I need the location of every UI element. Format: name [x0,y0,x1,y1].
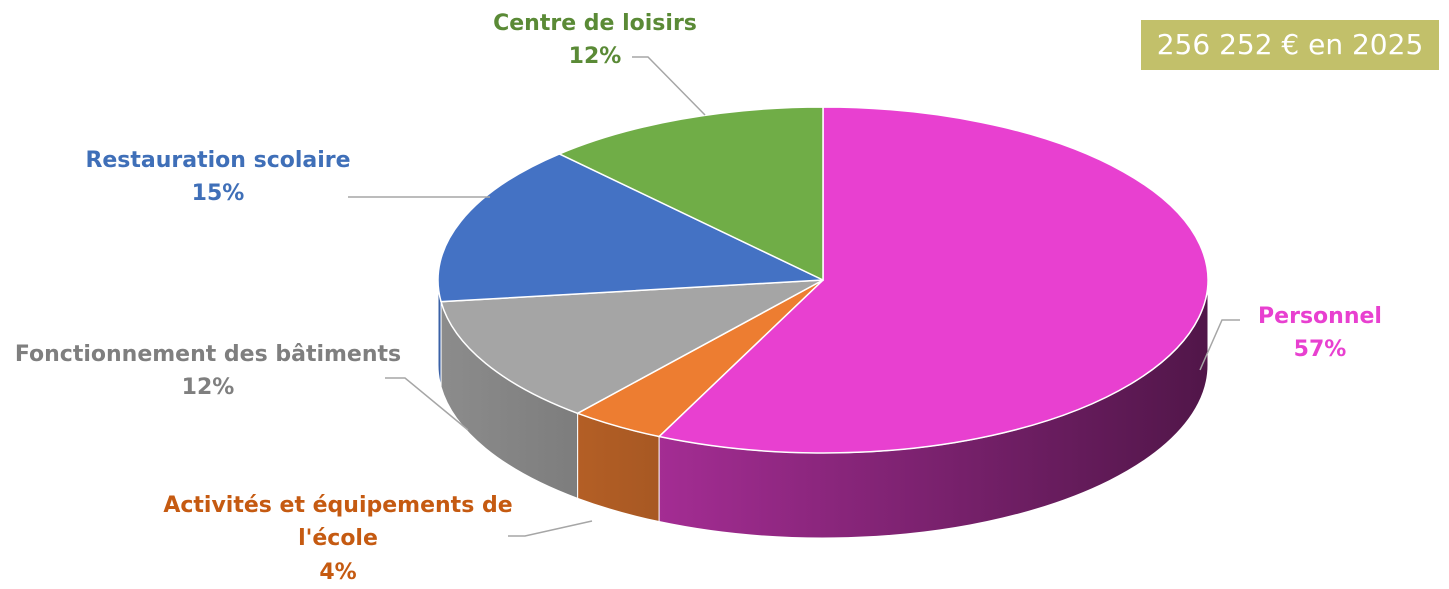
pie-slice [657,106,1209,454]
category-label: Personnel [1258,304,1382,329]
leader-line [1199,319,1240,371]
category-label: Centre de loisirs [493,11,697,36]
value-label: 12% [181,375,235,400]
value-label: 15% [191,181,245,206]
total-badge: 256 252 € en 2025 [1141,20,1439,70]
value-label: 4% [319,560,357,585]
leader-lines [348,56,1240,537]
leader-line [632,56,706,116]
value-label: 57% [1293,337,1347,362]
pie-slice [440,279,824,415]
value-label: 12% [568,44,622,69]
pie [437,106,1209,539]
category-label: Activités et équipements de l'école [163,493,513,551]
leader-line [508,520,593,537]
leader-line [385,377,469,431]
category-label: Fonctionnement des bâtiments [14,342,402,367]
pie-slice [557,106,824,282]
pie-slice [437,153,824,303]
category-label: Restauration scolaire [85,148,351,173]
